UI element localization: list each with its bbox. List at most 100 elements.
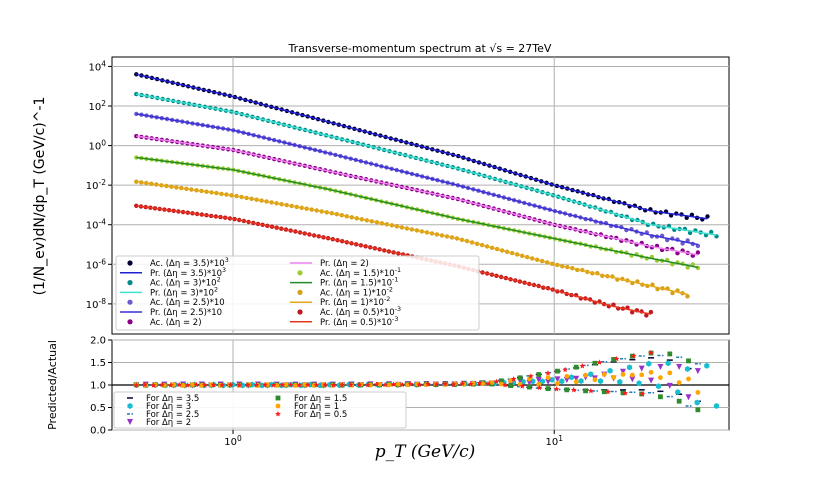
ratio-point <box>373 381 380 387</box>
legend-label: Pr. (Δη = 3.5)*103​ <box>150 266 226 279</box>
ratio-point <box>563 376 570 383</box>
series-line <box>136 156 699 269</box>
ratio-series <box>133 349 720 413</box>
data-point <box>670 290 675 296</box>
ratio-point <box>554 376 561 383</box>
ratio-point <box>347 382 354 388</box>
ratio-point <box>676 398 682 404</box>
ratio-point <box>167 382 174 388</box>
legend-marker <box>127 280 133 286</box>
y-tick-label: 0.0 <box>90 426 106 437</box>
ratio-point <box>592 360 598 366</box>
ratio-point <box>713 403 720 409</box>
legend-marker <box>127 419 133 425</box>
ratio-point <box>676 380 682 386</box>
ratio-point <box>636 380 642 387</box>
ratio-point <box>611 357 617 362</box>
ratio-point <box>356 381 363 388</box>
ratio-point <box>666 382 673 389</box>
legend-marker <box>297 309 303 315</box>
ratio-point <box>629 372 635 378</box>
ratio-point <box>133 382 140 388</box>
ratio-point <box>539 378 545 385</box>
ratio-point <box>597 378 604 385</box>
y-tick-label: 1.0 <box>90 381 106 392</box>
ratio-point <box>611 375 617 380</box>
ratio-point <box>442 380 448 387</box>
ratio-point <box>498 378 504 384</box>
ratio-point <box>607 367 613 374</box>
x-ticks: 100​ 101​ <box>224 430 563 448</box>
ratio-point <box>684 366 691 372</box>
ratio-point <box>330 382 337 388</box>
ratio-point <box>502 382 508 388</box>
y-tick-label: 100​ <box>88 139 106 153</box>
ratio-point <box>339 381 345 388</box>
legend-marker <box>275 403 281 409</box>
ratio-point <box>450 381 457 387</box>
ratio-point <box>180 383 186 388</box>
ratio-point <box>382 381 388 388</box>
ratio-point <box>493 378 500 385</box>
legend-label: Pr. (Δη = 3)*102​ <box>150 285 218 298</box>
ratio-point <box>579 363 586 369</box>
ratio-point <box>564 387 570 393</box>
data-point <box>685 294 690 299</box>
ratio-point <box>245 381 251 388</box>
ratio-point <box>629 353 635 359</box>
legend-label: For Δη = 0.5 <box>294 410 347 420</box>
ratio-point <box>601 389 607 395</box>
ratio-point <box>695 407 701 413</box>
legend-label: Ac. (Δη = 3.5)*103​ <box>150 256 229 269</box>
ratio-point <box>287 382 294 388</box>
y-tick-label: 1.5 <box>90 358 106 369</box>
ratio-point <box>545 375 551 381</box>
ratio-point <box>390 381 397 387</box>
ratio-point <box>619 368 626 375</box>
ratio-point <box>386 382 392 388</box>
ratio-point <box>519 383 526 389</box>
ratio-point <box>535 377 542 384</box>
ratio-point <box>236 382 243 388</box>
series-line <box>136 135 699 256</box>
ratio-point <box>648 349 654 356</box>
ratio-point <box>293 383 298 388</box>
ratio-point <box>601 372 607 377</box>
series-line <box>136 113 699 246</box>
ratio-point <box>655 383 662 390</box>
x-tick-label: 100​ <box>224 434 242 448</box>
ratio-point <box>620 390 626 396</box>
ratio-point <box>517 375 523 381</box>
series-line <box>136 205 652 315</box>
ratio-point <box>675 389 681 396</box>
legend-label: Ac. (Δη = 2) <box>150 318 202 328</box>
legend-label: Ac. (Δη = 1.5)*10-1​ <box>320 266 401 279</box>
ratio-point <box>553 386 560 392</box>
ratio-point <box>210 381 217 388</box>
ratio-point <box>270 382 277 388</box>
ratio-point <box>694 399 700 406</box>
legend-marker <box>127 260 133 266</box>
legend-label: Pr. (Δη = 1)*10-2​ <box>320 295 390 308</box>
ratio-point <box>620 371 626 377</box>
ratio-point <box>433 381 440 387</box>
ratio-point <box>485 380 491 387</box>
ratio-point <box>171 382 177 388</box>
legend-label: For Δη = 3.5 <box>146 394 199 404</box>
ratio-point <box>583 372 588 378</box>
ratio-point <box>508 383 514 388</box>
series-line <box>136 73 708 220</box>
ratio-point <box>322 381 328 388</box>
ratio-point <box>622 390 629 396</box>
ratio-point <box>190 382 195 387</box>
ratio-point <box>262 381 268 388</box>
ratio-point <box>588 388 594 394</box>
ratio-point <box>184 382 191 388</box>
ratio-y-axis-label: Predicted/Actual <box>46 340 59 430</box>
ratio-point <box>658 394 663 400</box>
ratio-point <box>605 388 611 395</box>
ratio-point <box>468 381 474 387</box>
ratio-point <box>405 382 411 388</box>
data-point <box>695 250 701 255</box>
legend-label: For Δη = 3 <box>146 402 191 412</box>
